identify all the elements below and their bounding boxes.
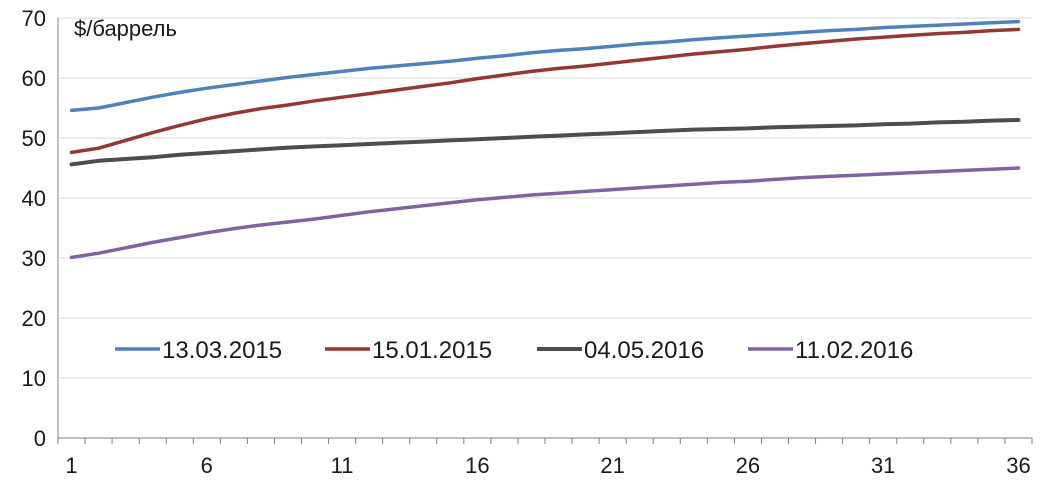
gridlines xyxy=(58,17,1032,379)
series-line-13.03.2015 xyxy=(69,19,1021,113)
y-tick-label: 70 xyxy=(22,6,46,31)
series-line-15.01.2015 xyxy=(69,27,1021,155)
x-tick-label: 26 xyxy=(736,453,760,478)
legend-label: 04.05.2016 xyxy=(584,337,704,364)
series-line-11.02.2016 xyxy=(69,166,1021,260)
legend-label: 13.03.2015 xyxy=(162,337,282,364)
y-tick-label: 20 xyxy=(22,306,46,331)
y-tick-label: 60 xyxy=(22,66,46,91)
legend-label: 15.01.2015 xyxy=(372,337,492,364)
series-line-04.05.2016 xyxy=(69,118,1021,167)
y-tick-label: 0 xyxy=(34,426,46,451)
x-tick-label: 1 xyxy=(65,453,77,478)
y-axis-unit-label: $/баррель xyxy=(74,16,177,41)
y-tick-label: 40 xyxy=(22,186,46,211)
x-tick-label: 6 xyxy=(201,453,213,478)
legend: 13.03.2015 15.01.2015 04.05.2016 11.02.2016 xyxy=(115,337,913,364)
x-tick-label: 36 xyxy=(1006,453,1030,478)
y-tick-label: 30 xyxy=(22,246,46,271)
series-lines xyxy=(69,19,1021,260)
x-tick-label: 16 xyxy=(465,453,489,478)
legend-label: 11.02.2016 xyxy=(795,337,913,364)
y-tick-label: 10 xyxy=(22,366,46,391)
y-tick-label: 50 xyxy=(22,126,46,151)
x-tick-label: 21 xyxy=(600,453,624,478)
x-tick-label: 31 xyxy=(871,453,895,478)
x-tick-label: 11 xyxy=(331,453,354,478)
